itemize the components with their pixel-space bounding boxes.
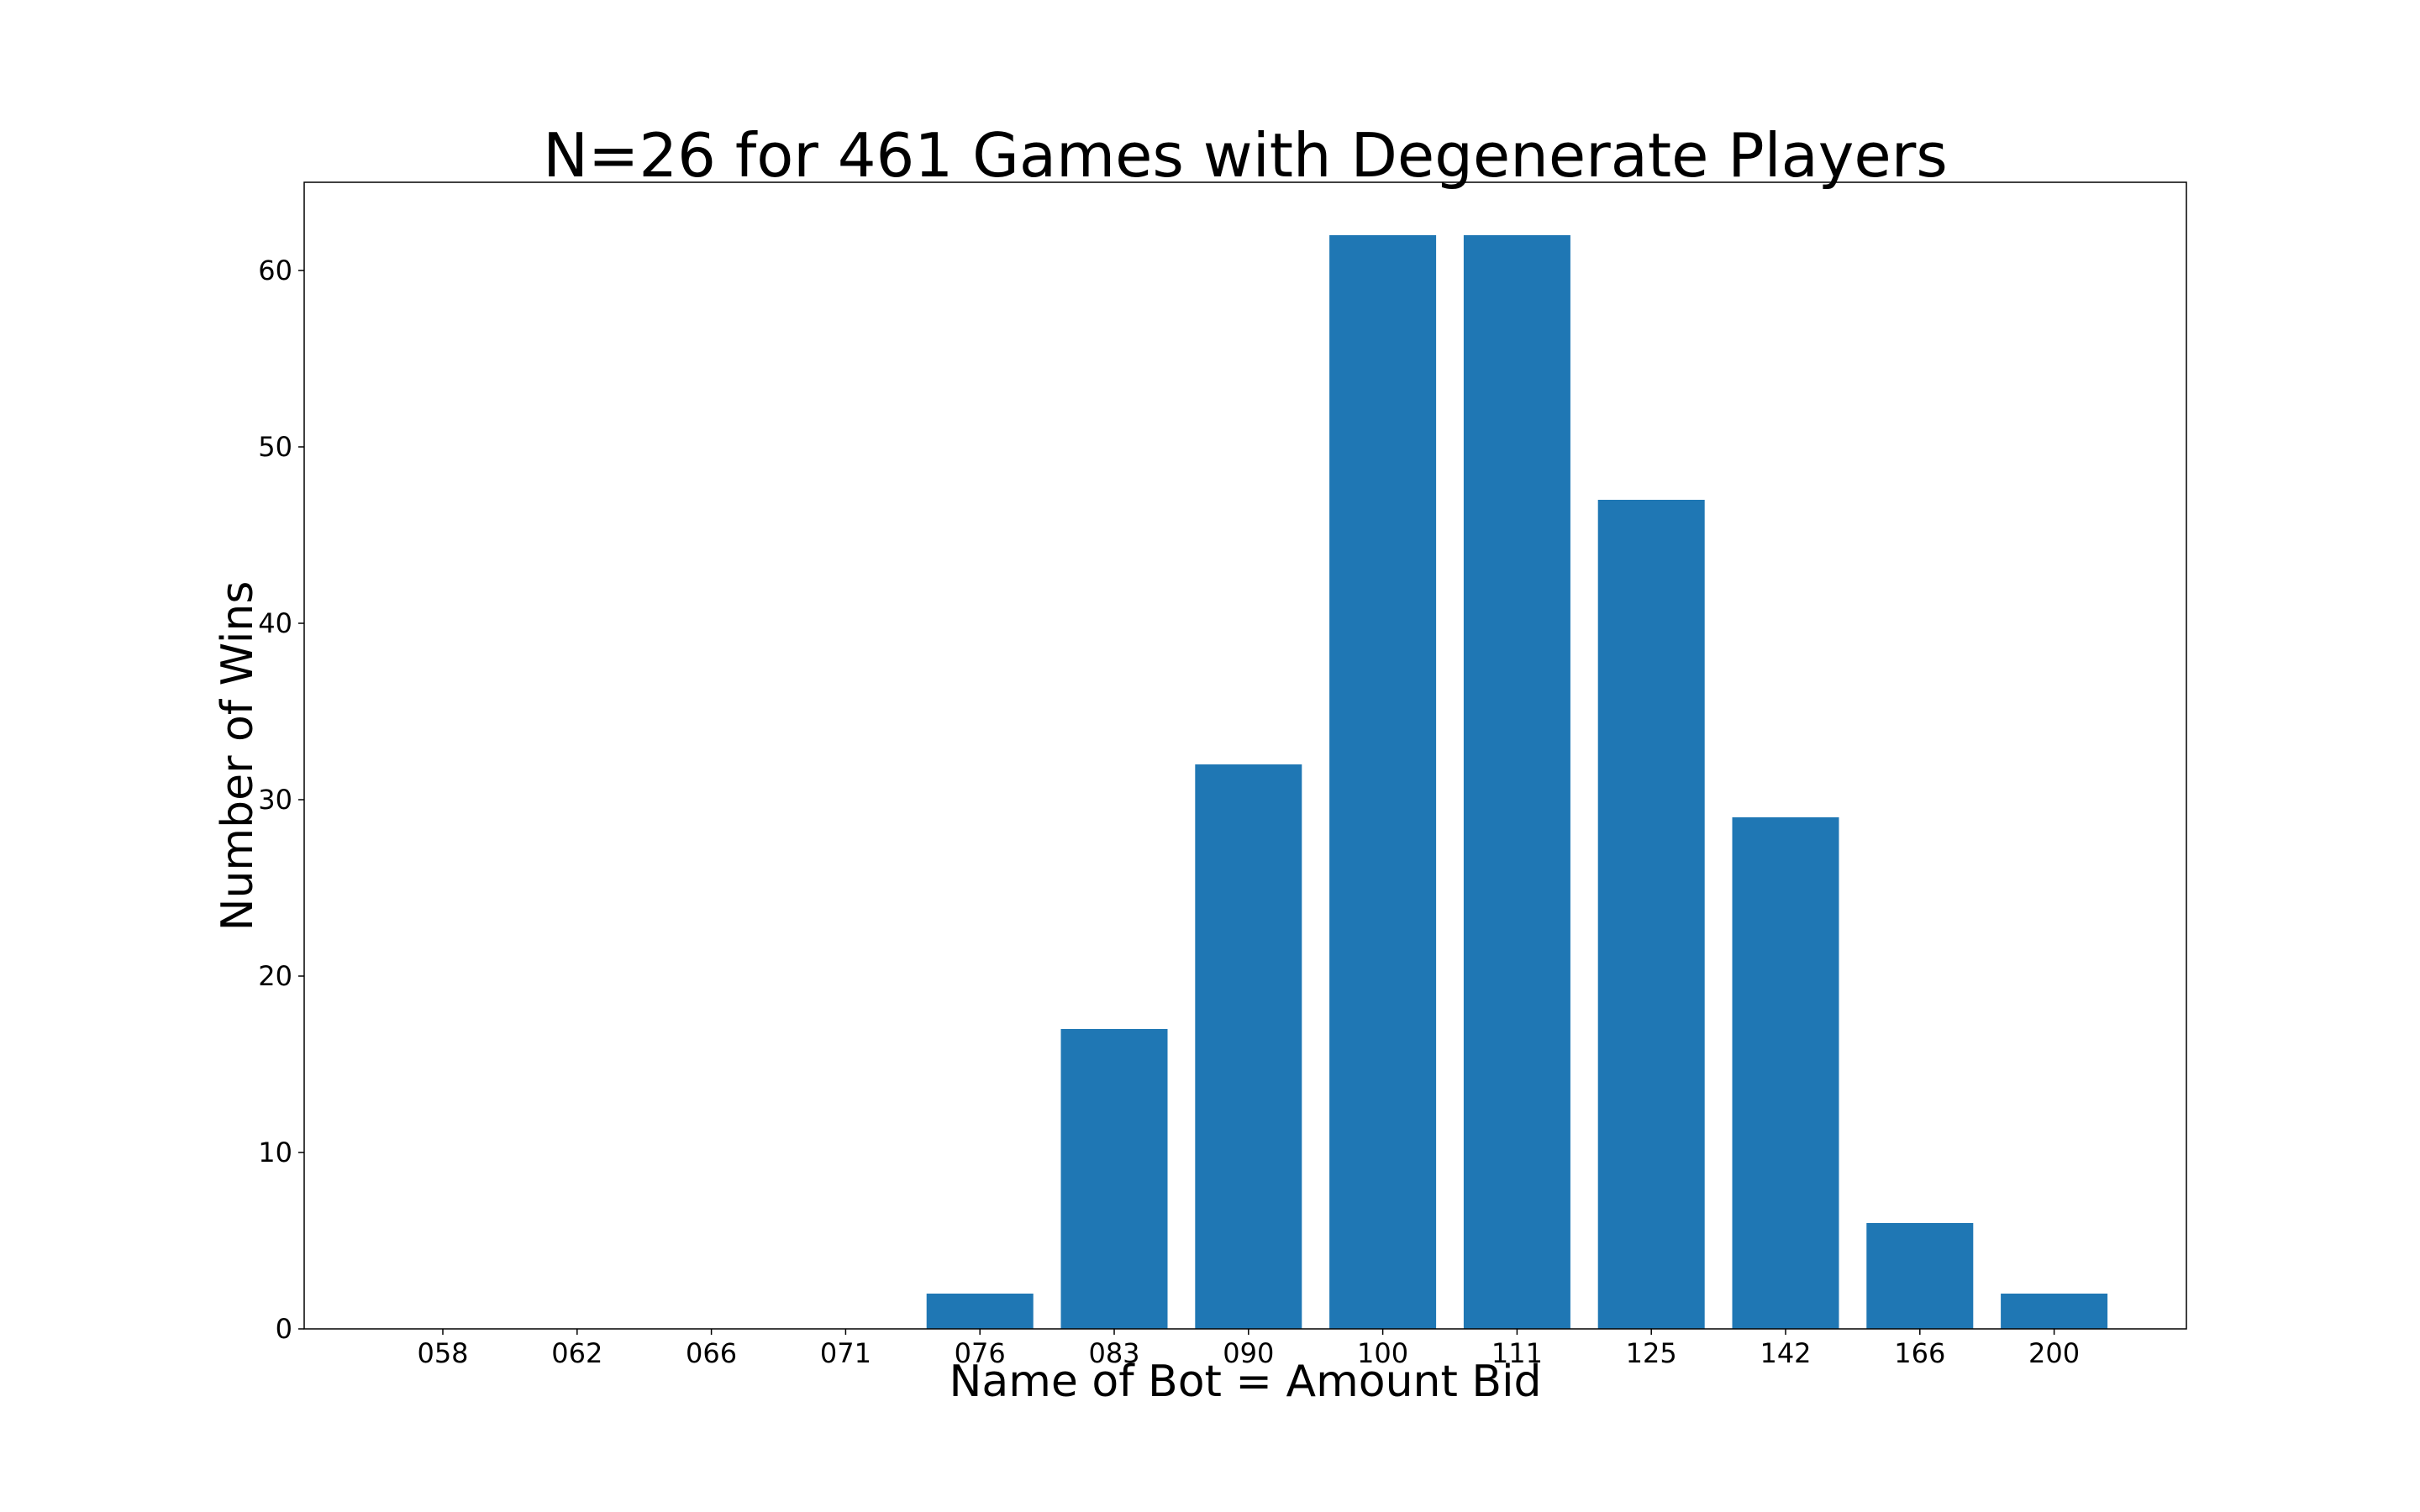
- x-tick-label: 111: [1491, 1337, 1543, 1369]
- y-tick-label: 10: [258, 1137, 292, 1168]
- x-tick-label: 166: [1894, 1337, 1945, 1369]
- bar-076: [926, 1294, 1034, 1329]
- x-tick-label: 090: [1223, 1337, 1274, 1369]
- x-tick-label: 058: [417, 1337, 468, 1369]
- bar-111: [1463, 235, 1570, 1329]
- y-axis-ticks: 0 10 20 30 40 50 60: [258, 255, 304, 1345]
- bar-166: [1866, 1223, 1974, 1329]
- x-tick-label: 076: [955, 1337, 1006, 1369]
- bar-090: [1195, 764, 1302, 1329]
- plot-area-frame: [303, 181, 2187, 1330]
- x-axis-label: Name of Bot = Amount Bid: [949, 1357, 1541, 1407]
- bar-200: [2001, 1294, 2108, 1329]
- bars-group: [926, 235, 2108, 1329]
- chart-title: N=26 for 461 Games with Degenerate Playe…: [543, 120, 1948, 191]
- bar-100: [1329, 235, 1437, 1329]
- bar-125: [1597, 500, 1705, 1329]
- x-tick-label: 083: [1088, 1337, 1139, 1369]
- y-tick-label: 60: [258, 255, 292, 286]
- y-tick-label: 40: [258, 607, 292, 639]
- y-axis-label: Number of Wins: [213, 581, 263, 932]
- x-tick-label: 142: [1760, 1337, 1811, 1369]
- x-axis-ticks: 058 062 066 071 076 083 090 100 111 125 142 166 200: [417, 1329, 2080, 1369]
- x-tick-label: 062: [551, 1337, 602, 1369]
- y-tick-label: 20: [258, 960, 292, 992]
- y-tick-label: 30: [258, 784, 292, 816]
- x-tick-label: 100: [1357, 1337, 1408, 1369]
- x-tick-label: 125: [1626, 1337, 1677, 1369]
- bar-142: [1732, 817, 1839, 1329]
- bar-083: [1060, 1029, 1168, 1329]
- y-tick-label: 50: [258, 431, 292, 463]
- x-tick-label: 066: [686, 1337, 737, 1369]
- x-tick-label: 071: [820, 1337, 871, 1369]
- x-tick-label: 200: [2028, 1337, 2080, 1369]
- y-tick-label: 0: [276, 1313, 292, 1345]
